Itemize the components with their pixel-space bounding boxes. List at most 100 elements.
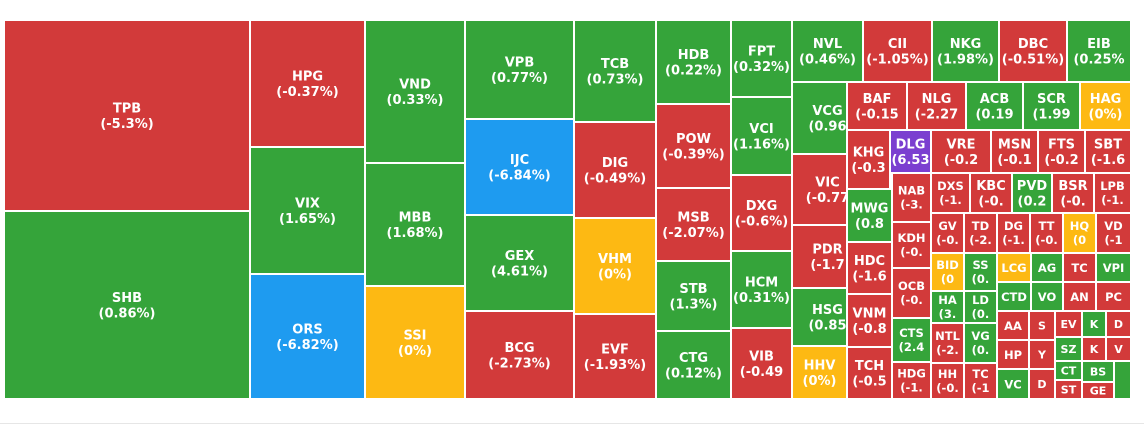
tile-tt[interactable]: TT(-0. (1029, 212, 1064, 254)
tile-rect-hdc[interactable] (846, 241, 893, 295)
tile-rect-evf[interactable] (573, 313, 657, 400)
tile-cts[interactable]: CTS(2.4 (891, 317, 932, 363)
tile-y[interactable]: Y (1028, 339, 1056, 370)
tile-ocb[interactable]: OCB(-0. (891, 267, 932, 319)
tile-ctd[interactable]: CTD (996, 281, 1032, 312)
tile-vpi[interactable]: VPI (1095, 252, 1132, 283)
tile-hdb[interactable]: HDB(0.22%) (655, 19, 732, 105)
tile-hp[interactable]: HP (996, 339, 1030, 370)
tile-d[interactable]: D (1028, 368, 1056, 400)
tile-ge[interactable]: GE (1081, 381, 1115, 400)
tile-vo[interactable]: VO (1030, 281, 1064, 312)
tile-nlg[interactable]: NLG(-2.27 (906, 81, 967, 131)
tile-sz[interactable]: SZ (1054, 336, 1083, 362)
tile-hh[interactable]: HH(-0. (930, 362, 965, 400)
tile-aa[interactable]: AA (996, 310, 1030, 341)
tile-rect-pow[interactable] (655, 103, 732, 189)
tile-dbc[interactable]: DBC(-0.51%) (998, 19, 1068, 83)
tile-rect-fts[interactable] (1037, 129, 1086, 174)
tile-rect-fpt[interactable] (730, 19, 793, 98)
tile-vg[interactable]: VG(0. (963, 322, 998, 364)
tile-bcg[interactable]: BCG(-2.73%) (464, 310, 575, 400)
tile-rect-pvd[interactable] (1011, 172, 1053, 214)
tile-acb[interactable]: ACB(0.19 (965, 81, 1024, 131)
tile-ntl[interactable]: NTL(-2. (930, 322, 965, 364)
tile-an[interactable]: AN (1062, 281, 1097, 312)
tile-rect-blank[interactable] (1113, 360, 1132, 400)
tile-rect-dxs[interactable] (930, 172, 971, 214)
tile-d[interactable]: D (1105, 310, 1132, 338)
tile-dxg[interactable]: DXG(-0.6%) (730, 174, 793, 252)
tile-rect-v[interactable] (1105, 336, 1132, 362)
tile-rect-y[interactable] (1028, 339, 1056, 370)
tile-s[interactable]: S (1028, 310, 1056, 341)
tile-vhm[interactable]: VHM(0%) (573, 217, 657, 315)
tile-v[interactable]: V (1105, 336, 1132, 362)
tile-hq[interactable]: HQ(0 (1062, 212, 1097, 254)
tile-dxs[interactable]: DXS(-1. (930, 172, 971, 214)
tile-rect-msn[interactable] (990, 129, 1039, 174)
tile-rect-ctg[interactable] (655, 330, 732, 400)
tile-fpt[interactable]: FPT(0.32%) (730, 19, 793, 98)
tile-rect-pc[interactable] (1095, 281, 1132, 312)
tile-rect-tch[interactable] (846, 346, 893, 400)
tile-rect-ssi[interactable] (364, 285, 466, 400)
tile-st[interactable]: ST (1054, 379, 1083, 400)
tile-vib[interactable]: VIB(-0.49 (730, 327, 793, 400)
tile-shb[interactable]: SHB(0.86%) (3, 210, 251, 400)
tile-vci[interactable]: VCI(1.16%) (730, 96, 793, 176)
tile-msn[interactable]: MSN(-0.1 (990, 129, 1039, 174)
tile-bid[interactable]: BID(0 (930, 252, 965, 292)
tile-rect-ors[interactable] (249, 273, 366, 400)
tile-rect-gv[interactable] (930, 212, 965, 254)
tile-rect-nvl[interactable] (791, 19, 864, 83)
tile-khg[interactable]: KHG(-0.3 (846, 129, 891, 190)
tile-tch[interactable]: TCH(-0.5 (846, 346, 893, 400)
tile-hdg[interactable]: HDG(-1. (891, 361, 932, 400)
tile-nvl[interactable]: NVL(0.46%) (791, 19, 864, 83)
tile-cii[interactable]: CII(-1.05%) (862, 19, 933, 83)
tile-ag[interactable]: AG (1030, 252, 1064, 283)
tile-rect-d[interactable] (1028, 368, 1056, 400)
tile-vpb[interactable]: VPB(0.77%) (464, 19, 575, 120)
tile-ha[interactable]: HA(3. (930, 290, 965, 324)
tile-stb[interactable]: STB(1.3%) (655, 260, 732, 332)
tile-hdc[interactable]: HDC(-1.6 (846, 241, 893, 295)
tile-rect-ctd[interactable] (996, 281, 1032, 312)
tile-rect-bid[interactable] (930, 252, 965, 292)
tile-nkg[interactable]: NKG(1.98%) (931, 19, 1000, 83)
tile-scr[interactable]: SCR(1.99 (1022, 81, 1081, 131)
tile-k[interactable]: K (1081, 310, 1107, 338)
tile-tpb[interactable]: TPB(-5.3%) (3, 19, 251, 212)
tile-dlg[interactable]: DLG(6.53 (889, 129, 932, 174)
tile-rect-nab[interactable] (891, 172, 932, 223)
tile-rect-vd[interactable] (1095, 212, 1132, 254)
tile-pow[interactable]: POW(-0.39%) (655, 103, 732, 189)
tile-rect-d[interactable] (1105, 310, 1132, 338)
tile-rect-vpi[interactable] (1095, 252, 1132, 283)
tile-kdh[interactable]: KDH(-0. (891, 221, 932, 269)
tile-rect-lcg[interactable] (996, 252, 1032, 283)
tile-nab[interactable]: NAB(-3. (891, 172, 932, 223)
tile-ssi[interactable]: SSI(0%) (364, 285, 466, 400)
tile-rect-dbc[interactable] (998, 19, 1068, 83)
tile-ct[interactable]: CT (1054, 360, 1083, 381)
tile-rect-vnd[interactable] (364, 19, 466, 164)
tile-gv[interactable]: GV(-0. (930, 212, 965, 254)
tile-pc[interactable]: PC (1095, 281, 1132, 312)
tile-ld[interactable]: LD(0. (963, 290, 998, 324)
tile-tcb[interactable]: TCB(0.73%) (573, 19, 657, 123)
tile-rect-tpb[interactable] (3, 19, 251, 212)
tile-lcg[interactable]: LCG (996, 252, 1032, 283)
tile-dig[interactable]: DIG(-0.49%) (573, 121, 657, 219)
tile-eib[interactable]: EIB(0.25% (1066, 19, 1132, 83)
tile-td[interactable]: TD(-2. (963, 212, 998, 254)
tile-rect-cii[interactable] (862, 19, 933, 83)
tile-ss[interactable]: SS(0. (963, 252, 998, 292)
tile-rect-ha[interactable] (930, 290, 965, 324)
tile-hhv[interactable]: HHV(0%) (791, 345, 848, 400)
tile-k[interactable]: K (1081, 336, 1107, 362)
tile-rect-vnm[interactable] (846, 293, 893, 348)
tile-rect-hdg[interactable] (891, 361, 932, 400)
tile-rect-ev[interactable] (1054, 310, 1083, 338)
